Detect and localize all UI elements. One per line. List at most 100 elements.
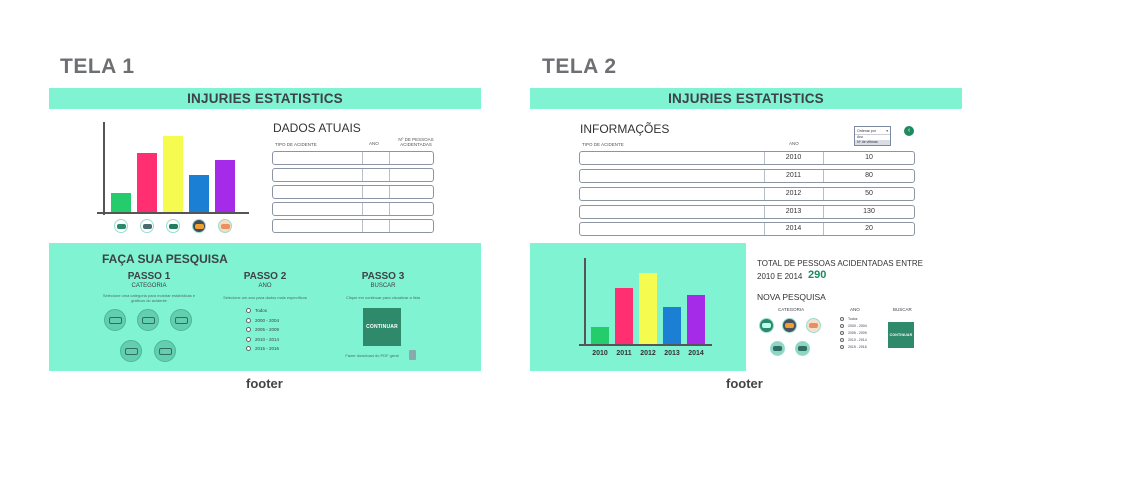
table-row[interactable]: 2011 80	[579, 169, 915, 183]
table-row[interactable]	[272, 168, 434, 182]
col-tipo-acidente: TIPO DE ACIDENTE	[275, 142, 317, 147]
row-valor: 10	[865, 154, 873, 161]
year-option[interactable]: 2005 - 2009	[246, 327, 279, 332]
tela2-chart-panel	[530, 243, 746, 371]
row-valor: 50	[865, 190, 873, 197]
bicycle-icon[interactable]	[759, 318, 774, 333]
car-icon[interactable]	[782, 318, 797, 333]
table-row[interactable]	[272, 202, 434, 216]
col-tipo-acidente: TIPO DE ACIDENTE	[582, 142, 624, 147]
pdf-icon[interactable]	[409, 350, 416, 360]
x-tick-label: 2011	[616, 350, 632, 357]
radio-icon[interactable]	[246, 327, 251, 332]
tela1-banner: INJURIES ESTATISTICS	[49, 88, 481, 109]
truck-icon[interactable]	[170, 309, 192, 331]
tela1-footer: footer	[246, 376, 283, 391]
continuar-button[interactable]: CONTINUAR	[888, 322, 914, 348]
chart-bar	[111, 193, 131, 212]
passo3-desc: Clique em continuar para visualizar a li…	[345, 295, 421, 300]
year-option-label: 2005 - 2009	[255, 327, 280, 332]
bus-icon[interactable]	[192, 219, 206, 233]
sort-dropdown-head[interactable]: Ordenar por ▾	[855, 127, 890, 135]
passo1-title: PASSO 1	[127, 271, 171, 282]
table-row[interactable]: 2010 10	[579, 151, 915, 165]
year-option[interactable]: Todos	[840, 317, 857, 321]
radio-icon[interactable]	[840, 338, 844, 342]
col-pessoas-line2: ACIDENTADAS	[400, 142, 432, 147]
year-option[interactable]: 2000 - 2004	[840, 324, 867, 328]
row-ano: 2013	[785, 208, 802, 215]
bicycle-icon[interactable]	[104, 309, 126, 331]
year-option[interactable]: 2010 - 2014	[840, 338, 867, 342]
car-icon[interactable]	[140, 219, 154, 233]
buscar-label: BUSCAR	[893, 307, 912, 312]
ano-label: ANO	[850, 307, 860, 312]
x-tick-label: 2013	[664, 350, 680, 357]
passo2-desc: Selecione um ano para dados mais específ…	[223, 295, 307, 300]
table-row[interactable]: 2013 130	[579, 205, 915, 219]
chart-bar	[591, 327, 609, 344]
row-ano: 2012	[785, 190, 802, 197]
radio-icon[interactable]	[840, 324, 844, 328]
row-ano: 2014	[785, 225, 802, 232]
passo2-title: PASSO 2	[243, 271, 287, 282]
bicycle-icon[interactable]	[154, 340, 176, 362]
total-line1: TOTAL DE PESSOAS ACIDENTADAS ENTRE	[757, 259, 923, 268]
table-row[interactable]	[272, 151, 434, 165]
download-link[interactable]: Fazer download do PDF geral	[345, 353, 399, 358]
col-pessoas: Nº DE PESSOAS ACIDENTADAS	[396, 137, 436, 147]
radio-icon[interactable]	[246, 318, 251, 323]
search-title: FAÇA SUA PESQUISA	[102, 252, 228, 266]
year-option-label: 2000 - 2004	[255, 318, 280, 323]
table-row[interactable]: 2012 50	[579, 187, 915, 201]
truck-icon[interactable]	[166, 219, 180, 233]
year-option[interactable]: 2010 - 2014	[246, 337, 279, 342]
passo1-desc-2: gráficos do acidente	[131, 298, 167, 303]
motorcycle-icon[interactable]	[770, 341, 785, 356]
radio-icon[interactable]	[840, 317, 844, 321]
year-option[interactable]: 2005 - 2009	[840, 331, 867, 335]
table-row[interactable]: 2014 20	[579, 222, 915, 236]
bicycle-icon[interactable]	[795, 341, 810, 356]
passo1-desc-1: Selecione uma categoria para mostrar est…	[102, 293, 196, 298]
sort-option[interactable]: Ano	[857, 135, 864, 139]
chart-y-axis	[103, 122, 105, 215]
radio-icon[interactable]	[246, 308, 251, 313]
chevron-down-icon[interactable]: ▾	[886, 129, 888, 133]
chart-bar	[215, 160, 235, 212]
x-tick-label: 2010	[592, 350, 608, 357]
truck-icon[interactable]	[806, 318, 821, 333]
year-option-label: 2005 - 2009	[848, 331, 867, 335]
categoria-label: CATEGORIA	[778, 307, 805, 312]
year-option-label: 2010 - 2014	[848, 338, 867, 342]
year-option[interactable]: 2015 - 2016	[246, 346, 279, 351]
year-option-label: 2000 - 2004	[848, 324, 867, 328]
radio-icon[interactable]	[246, 346, 251, 351]
radio-icon[interactable]	[246, 337, 251, 342]
motorcycle-icon[interactable]	[218, 219, 232, 233]
continuar-button[interactable]: CONTINUAR	[363, 308, 401, 346]
year-option-label: Todos	[848, 317, 858, 321]
chart-bar	[163, 136, 183, 212]
row-valor: 20	[865, 225, 873, 232]
col-ano: ANO	[369, 141, 379, 146]
table-row[interactable]	[272, 185, 434, 199]
year-option[interactable]: 2015 - 2016	[840, 345, 867, 349]
passo2-sub: ANO	[258, 283, 272, 289]
radio-icon[interactable]	[840, 331, 844, 335]
car-icon[interactable]	[137, 309, 159, 331]
year-option-label: 2010 - 2014	[255, 337, 280, 342]
bicycle-icon[interactable]	[114, 219, 128, 233]
row-ano: 2011	[785, 172, 802, 179]
motorcycle-icon[interactable]	[120, 340, 142, 362]
sort-option[interactable]: Nº de vítimas	[855, 140, 890, 145]
back-arrow-icon[interactable]: ‹	[904, 126, 914, 136]
year-option[interactable]: 2000 - 2004	[246, 318, 279, 323]
sort-dropdown[interactable]: Ordenar por ▾ Ano Nº de vítimas	[854, 126, 891, 146]
radio-icon[interactable]	[840, 345, 844, 349]
year-option[interactable]: Todos	[246, 308, 267, 313]
table-row[interactable]	[272, 219, 434, 233]
chart-bar	[137, 153, 157, 212]
year-option-label: 2015 - 2016	[255, 346, 280, 351]
passo1-sub: CATEGORIA	[131, 283, 167, 289]
